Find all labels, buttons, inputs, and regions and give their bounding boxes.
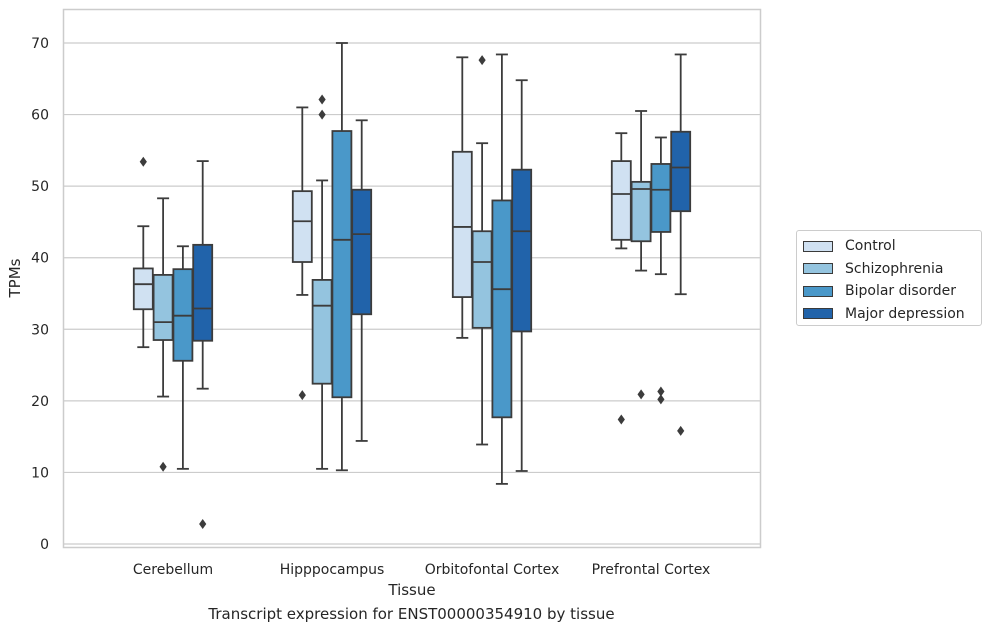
- legend-item: Major depression: [803, 303, 981, 326]
- box-schizophrenia-2: [471, 55, 493, 446]
- y-tick-label: 30: [31, 322, 49, 338]
- x-axis-title: Tissue: [387, 581, 435, 599]
- legend-label: Schizophrenia: [845, 260, 944, 277]
- iqr-box: [670, 130, 692, 213]
- outlier-point: [298, 390, 306, 401]
- box-control-2: [451, 56, 473, 339]
- outlier-point: [637, 389, 645, 400]
- outlier-point: [478, 55, 486, 66]
- box-control-3: [610, 132, 632, 425]
- outlier-point: [159, 461, 167, 472]
- outlier-point: [617, 414, 625, 425]
- outlier-point: [318, 109, 326, 120]
- iqr-box: [351, 188, 373, 316]
- y-tick-label: 10: [31, 465, 49, 481]
- legend-label: Major depression: [845, 305, 965, 322]
- iqr-box: [152, 273, 174, 341]
- outlier-point: [677, 425, 685, 436]
- box-major-depression-0: [192, 160, 214, 529]
- iqr-box: [511, 168, 533, 333]
- outlier-point: [139, 156, 147, 167]
- iqr-box: [610, 160, 632, 241]
- y-axis-title: TPMs: [6, 258, 24, 298]
- outlier-point: [657, 394, 665, 405]
- iqr-box: [471, 230, 493, 329]
- plot-frame: [62, 8, 762, 549]
- box-bipolar-disorder-0: [172, 245, 194, 470]
- iqr-box: [491, 199, 513, 419]
- legend-label: Control: [845, 238, 896, 255]
- box-control-1: [291, 106, 313, 401]
- box-bipolar-disorder-1: [331, 42, 353, 472]
- legend-label: Bipolar disorder: [845, 283, 957, 300]
- box-major-depression-1: [351, 119, 373, 442]
- outlier-point: [318, 94, 326, 105]
- x-axis-ticks: Cerebellum Hipppocampus Orbitofontal Corte…: [133, 562, 710, 578]
- legend-item: Schizophrenia: [803, 258, 981, 281]
- legend: Control Schizophrenia Bipolar disorder Majo…: [796, 230, 982, 326]
- x-tick-label: Prefrontal Cortex: [592, 562, 711, 578]
- outlier-point: [199, 518, 207, 529]
- x-tick-label: Cerebellum: [133, 562, 213, 578]
- box-bipolar-disorder-3: [650, 136, 672, 405]
- iqr-box: [132, 267, 154, 311]
- legend-swatch: [803, 308, 833, 320]
- box-schizophrenia-1: [311, 94, 333, 470]
- y-tick-label: 0: [40, 537, 49, 553]
- y-tick-label: 60: [31, 108, 49, 124]
- y-tick-label: 40: [31, 251, 49, 267]
- box-schizophrenia-0: [152, 197, 174, 472]
- iqr-box: [192, 243, 214, 342]
- outlier-point: [657, 386, 665, 397]
- chart-caption: Transcript expression for ENST0000035491…: [208, 605, 615, 623]
- iqr-box: [291, 190, 313, 263]
- box-control-0: [132, 156, 154, 349]
- x-tick-label: Hipppocampus: [280, 562, 385, 578]
- x-tick-label: Orbitofontal Cortex: [425, 562, 560, 578]
- iqr-box: [331, 130, 353, 399]
- legend-item: Control: [803, 235, 981, 258]
- y-axis-ticks: 0 10 20 30 40 50 60 70: [31, 36, 49, 553]
- box-major-depression-3: [670, 53, 692, 436]
- y-tick-label: 20: [31, 394, 49, 410]
- legend-swatch: [803, 240, 833, 252]
- legend-swatch: [803, 263, 833, 275]
- y-tick-label: 50: [31, 179, 49, 195]
- box-bipolar-disorder-2: [491, 53, 513, 485]
- iqr-box: [451, 150, 473, 298]
- iqr-box: [311, 279, 333, 385]
- y-tick-label: 70: [31, 36, 49, 52]
- iqr-box: [650, 163, 672, 233]
- box-plots: [132, 42, 692, 529]
- iqr-box: [630, 180, 652, 243]
- legend-item: Bipolar disorder: [803, 280, 981, 303]
- box-major-depression-2: [511, 79, 533, 472]
- box-schizophrenia-3: [630, 110, 652, 400]
- legend-swatch: [803, 285, 833, 297]
